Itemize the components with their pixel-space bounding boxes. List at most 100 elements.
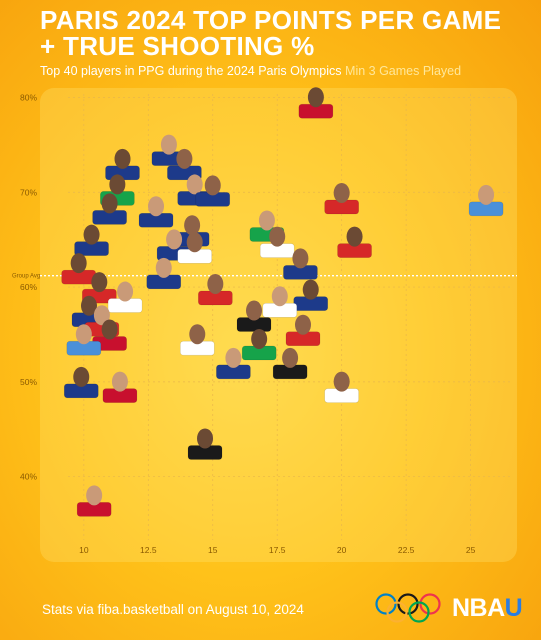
player-head	[83, 224, 100, 245]
player-marker	[272, 347, 308, 380]
player-head	[148, 196, 165, 217]
player-head	[207, 273, 224, 294]
chart-subtitle: Top 40 players in PPG during the 2024 Pa…	[40, 64, 461, 78]
x-tick-label: 10	[79, 545, 89, 555]
player-marker	[107, 281, 143, 313]
player-marker	[236, 300, 272, 332]
nba-logo: NBA U	[452, 593, 523, 623]
player-head	[70, 253, 87, 274]
player-marker	[187, 428, 223, 460]
player-head	[160, 134, 177, 155]
player-head	[197, 428, 214, 449]
player-marker	[195, 175, 231, 207]
player-marker	[241, 328, 277, 361]
player-marker	[298, 87, 334, 119]
x-tick-label: 25	[466, 545, 476, 555]
player-head	[282, 347, 299, 368]
player-marker	[262, 286, 298, 318]
player-head	[101, 193, 118, 214]
player-head	[333, 371, 350, 392]
player-head	[176, 148, 193, 169]
player-marker	[61, 253, 96, 285]
y-tick-label: 80%	[20, 92, 37, 102]
player-head	[246, 300, 263, 321]
player-marker	[82, 272, 117, 304]
y-tick-label: 50%	[20, 377, 37, 387]
player-marker	[324, 371, 359, 403]
source-note: Stats via fiba.basketball on August 10, …	[42, 602, 304, 617]
player-marker	[92, 319, 127, 351]
player-head	[478, 184, 495, 205]
player-marker	[198, 273, 233, 306]
player-head	[91, 272, 108, 293]
y-tick-label: 40%	[20, 472, 37, 482]
player-head	[251, 328, 268, 349]
player-marker	[285, 314, 321, 347]
player-marker	[216, 347, 251, 380]
nba-logo-main: NBA	[452, 593, 505, 622]
player-marker	[92, 193, 127, 225]
player-head	[101, 319, 118, 340]
player-head	[75, 324, 92, 345]
gridlines	[68, 94, 511, 540]
player-marker	[138, 196, 174, 228]
player-head	[302, 279, 319, 300]
player-head	[271, 286, 288, 307]
player-marker	[177, 232, 213, 264]
player-head	[269, 226, 286, 247]
subtitle-note: Min 3 Games Played	[345, 64, 462, 78]
player-marker	[74, 224, 109, 256]
player-head	[307, 87, 324, 108]
olympic-ring	[419, 593, 441, 615]
player-head	[111, 371, 128, 392]
page-title: PARIS 2024 TOP POINTS PER GAME + TRUE SH…	[40, 5, 502, 61]
player-head	[189, 324, 206, 345]
x-tick-label: 15	[208, 545, 218, 555]
player-head	[73, 366, 90, 387]
player-marker	[105, 148, 140, 181]
player-head	[86, 485, 103, 506]
player-marker	[324, 182, 359, 215]
player-head	[109, 174, 126, 195]
player-head	[225, 347, 242, 368]
player-head	[155, 257, 172, 278]
player-head	[204, 175, 221, 196]
olympic-ring	[386, 601, 408, 623]
player-head	[166, 229, 183, 250]
player-head	[114, 148, 131, 169]
player-marker	[66, 324, 102, 356]
x-tick-label: 17.5	[269, 545, 286, 555]
player-head	[258, 210, 275, 231]
plot-area: 10 12.5 15 17.5 20 22.5 25 40% 50% 60% 70% 80% Group…	[12, 87, 517, 562]
player-marker	[293, 279, 329, 311]
player-head	[186, 174, 203, 195]
player-head	[93, 305, 110, 326]
x-tick-label: 12.5	[140, 545, 157, 555]
player-marker	[146, 257, 182, 290]
player-head	[117, 281, 134, 302]
player-marker	[259, 226, 295, 258]
player-marker	[63, 366, 99, 399]
player-marker	[337, 226, 372, 258]
olympic-ring	[397, 593, 419, 615]
player-marker	[76, 485, 112, 517]
player-head	[346, 226, 363, 247]
olympic-ring	[408, 601, 430, 623]
y-tick-label: 70%	[20, 187, 37, 197]
player-marker	[283, 248, 318, 280]
x-tick-label: 20	[337, 545, 347, 555]
olympic-ring	[375, 593, 397, 615]
data-points	[61, 87, 504, 517]
player-marker	[102, 371, 138, 403]
x-tick-label: 22.5	[398, 545, 415, 555]
player-head	[294, 314, 311, 335]
subtitle-text: Top 40 players in PPG during the 2024 Pa…	[40, 64, 342, 78]
player-head	[80, 295, 97, 316]
y-tick-label: 60%	[20, 282, 37, 292]
player-head	[292, 248, 309, 269]
player-head	[333, 182, 350, 203]
player-marker	[179, 324, 215, 356]
scatter-chart: 10 12.5 15 17.5 20 22.5 25 40% 50% 60% 70% 80% Group…	[12, 87, 517, 555]
olympic-rings-icon	[375, 593, 441, 623]
player-marker	[167, 148, 202, 181]
